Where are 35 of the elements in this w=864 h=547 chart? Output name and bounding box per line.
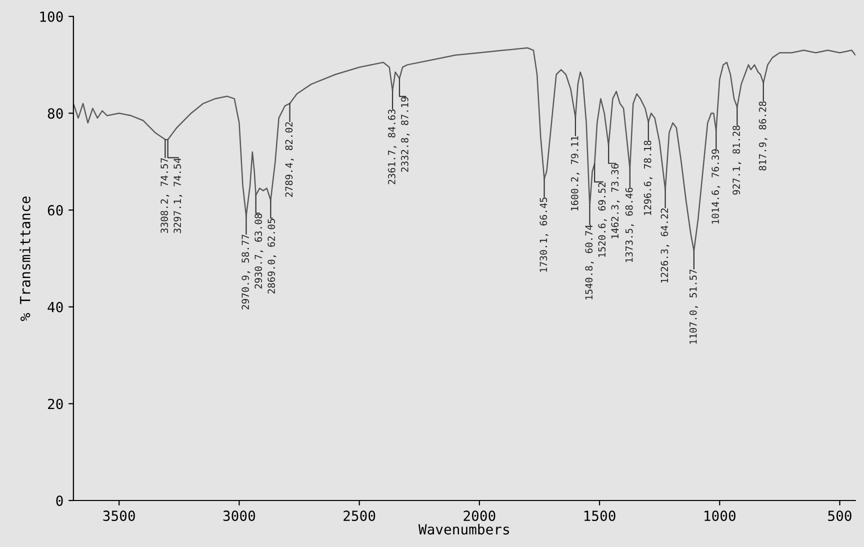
annotation: 1226.3, 64.22 <box>660 208 670 283</box>
annotation: 1600.2, 79.11 <box>570 136 580 210</box>
annotation: 2332.8, 87.19 <box>401 97 410 172</box>
y-tick-label: 80 <box>48 108 63 119</box>
x-tick-label: 2000 <box>464 510 496 522</box>
x-tick-label: 1000 <box>704 510 736 522</box>
y-tick-label: 40 <box>48 302 63 312</box>
annotation: 1373.5, 68.46 <box>625 188 634 262</box>
annotation: 1107.0, 51.57 <box>689 270 698 344</box>
y-tick-label: 100 <box>40 11 63 22</box>
annotation: 1462.3, 73.36 <box>611 164 620 238</box>
x-tick-label: 3500 <box>103 510 135 522</box>
annotation: 2361.7, 84.63 <box>388 110 397 184</box>
annotation: 2789.4, 82.02 <box>285 122 294 197</box>
annotation: 1296.6, 78.18 <box>644 140 652 215</box>
x-axis-title: Wavenumbers <box>418 524 510 535</box>
x-tick-label: 1500 <box>584 510 616 522</box>
x-tick-label: 2500 <box>344 510 376 522</box>
x-tick-label: 500 <box>828 510 852 522</box>
annotation: 2869.0, 62.05 <box>268 218 276 294</box>
annotation: 1730.1, 66.45 <box>540 198 548 272</box>
annotation: 1520.6, 69.52 <box>598 182 607 257</box>
annotation: 2930.7, 63.08 <box>254 214 264 289</box>
y-tick-label: 20 <box>48 398 63 410</box>
x-tick-label: 3000 <box>223 510 256 522</box>
y-axis-title: % Transmittance <box>20 196 30 321</box>
annotation: 3297.1, 74.54 <box>174 158 182 234</box>
annotation: 3308.2, 74.57 <box>160 158 170 233</box>
annotation: 1014.6, 76.39 <box>712 149 720 224</box>
y-tick-label: 0 <box>56 496 63 506</box>
annotation: 927.1, 81.28 <box>732 126 742 195</box>
annotation: 1540.8, 60.74 <box>585 224 594 300</box>
y-tick-label: 60 <box>48 205 63 216</box>
annotation: 2970.9, 58.77 <box>242 234 250 310</box>
annotation: 817.9, 86.28 <box>758 101 768 170</box>
